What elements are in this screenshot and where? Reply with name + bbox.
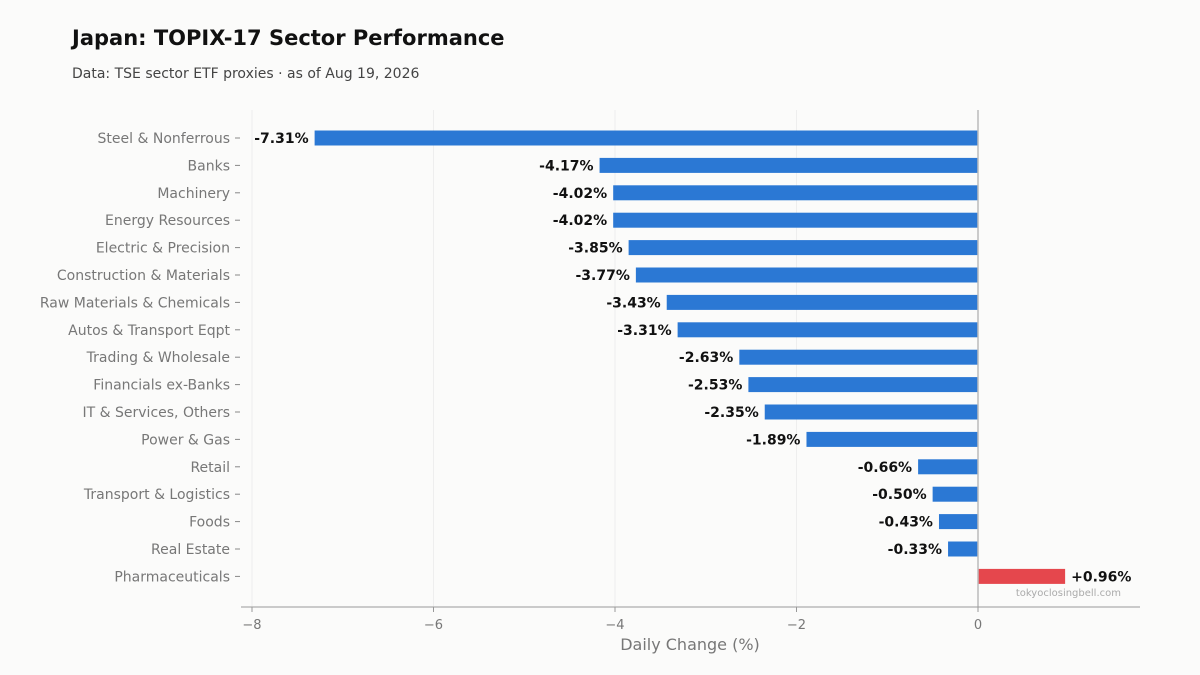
category-label: Foods — [189, 515, 230, 531]
data-label: -3.31% — [617, 323, 671, 339]
category-label: Retail — [190, 460, 230, 476]
bar-positive — [978, 568, 1066, 584]
data-label: +0.96% — [1071, 569, 1131, 585]
category-label: Steel & Nonferrous — [98, 131, 230, 147]
bar-negative — [806, 431, 978, 447]
watermark: tokyoclosingbell.com — [1016, 588, 1121, 599]
bar-negative — [938, 514, 978, 530]
chart-title: Japan: TOPIX-17 Sector Performance — [72, 26, 505, 50]
data-label: -4.02% — [553, 213, 607, 229]
bar-negative — [764, 404, 978, 420]
data-label: -2.63% — [679, 350, 733, 366]
category-label: Autos & Transport Eqpt — [68, 323, 230, 339]
category-label: Electric & Precision — [96, 241, 230, 257]
category-label: Energy Resources — [105, 213, 230, 229]
data-label: -3.77% — [575, 268, 629, 284]
chart-subtitle: Data: TSE sector ETF proxies · as of Aug… — [72, 66, 420, 82]
bar-negative — [613, 212, 978, 228]
x-tick-label: 0 — [974, 618, 982, 633]
bar-negative — [599, 157, 978, 173]
bar-negative — [748, 377, 978, 393]
data-label: -7.31% — [254, 131, 308, 147]
bar-negative — [628, 240, 978, 256]
x-tick-label: −6 — [424, 618, 443, 633]
category-label: Real Estate — [151, 542, 230, 558]
category-label: Banks — [188, 158, 230, 174]
bar-negative — [666, 294, 978, 310]
x-tick-label: −4 — [605, 618, 624, 633]
bar-negative — [739, 349, 978, 365]
x-tick-label: −2 — [787, 618, 806, 633]
category-label: IT & Services, Others — [83, 405, 230, 421]
bar-negative — [677, 322, 978, 338]
data-label: -2.53% — [688, 378, 742, 394]
bar-negative — [635, 267, 978, 283]
category-label: Trading & Wholesale — [86, 350, 230, 366]
category-label: Construction & Materials — [57, 268, 230, 284]
data-label: -3.85% — [568, 241, 622, 257]
data-label: -0.66% — [858, 460, 912, 476]
data-label: -0.33% — [888, 542, 942, 558]
category-label: Power & Gas — [141, 432, 230, 448]
category-label: Raw Materials & Chemicals — [40, 295, 230, 311]
category-label: Machinery — [157, 186, 230, 202]
data-label: -3.43% — [606, 295, 660, 311]
bar-negative — [932, 486, 978, 502]
x-axis-title: Daily Change (%) — [620, 635, 760, 654]
x-tick-label: −8 — [242, 618, 261, 633]
bar-negative — [613, 185, 978, 201]
category-label: Transport & Logistics — [83, 487, 230, 503]
data-label: -4.02% — [553, 186, 607, 202]
data-label: -2.35% — [704, 405, 758, 421]
data-label: -1.89% — [746, 432, 800, 448]
bar-negative — [314, 130, 978, 146]
bar-negative — [948, 541, 978, 557]
category-label: Financials ex-Banks — [93, 378, 230, 394]
data-label: -0.50% — [872, 487, 926, 503]
bar-negative — [918, 459, 978, 475]
data-label: -0.43% — [879, 515, 933, 531]
category-label: Pharmaceuticals — [114, 569, 230, 585]
data-label: -4.17% — [539, 158, 593, 174]
